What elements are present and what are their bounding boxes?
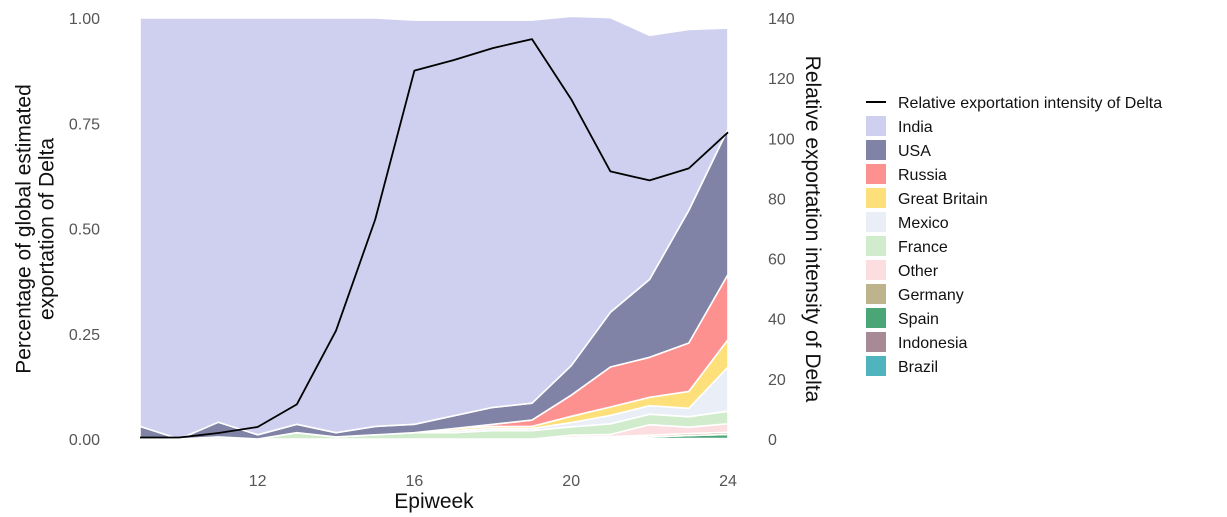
y-right-tick-label: 100 bbox=[768, 131, 795, 148]
x-tick-label: 12 bbox=[249, 473, 267, 490]
y-right-tick-label: 40 bbox=[768, 312, 786, 329]
legend-label: Mexico bbox=[898, 215, 949, 232]
y-axis-left-title: Percentage of global estimatedexportatio… bbox=[12, 84, 58, 374]
y-right-tick-label: 0 bbox=[768, 432, 777, 449]
y-left-tick-label: 0.25 bbox=[69, 327, 100, 344]
legend-key-swatch bbox=[866, 164, 886, 184]
y-left-tick-label: 0.00 bbox=[69, 432, 100, 449]
stacked-areas bbox=[139, 15, 729, 440]
y-axis-left-ticks: 0.00 0.25 0.50 0.75 1.00 bbox=[69, 11, 100, 449]
y-left-tick-label: 0.50 bbox=[69, 222, 100, 239]
legend-item-brazil: Brazil bbox=[866, 356, 938, 376]
legend-key-swatch bbox=[866, 332, 886, 352]
legend-label: Germany bbox=[898, 287, 964, 304]
x-axis-title: Epiweek bbox=[394, 490, 474, 513]
legend-label: Indonesia bbox=[898, 335, 967, 352]
legend-key-swatch bbox=[866, 188, 886, 208]
legend-item-usa: USA bbox=[866, 140, 931, 160]
legend-item-indonesia: Indonesia bbox=[866, 332, 967, 352]
legend-item-relative-exportation-intensity-of-delta: Relative exportation intensity of Delta bbox=[866, 95, 1162, 112]
y-left-tick-label: 0.75 bbox=[69, 116, 100, 133]
intensity-line bbox=[140, 38, 729, 439]
legend-key-swatch bbox=[866, 308, 886, 328]
legend-item-russia: Russia bbox=[866, 164, 947, 184]
x-tick-label: 20 bbox=[562, 473, 580, 490]
legend-label: Spain bbox=[898, 311, 939, 328]
y-left-tick-label: 1.00 bbox=[69, 11, 100, 28]
legend-item-india: India bbox=[866, 116, 933, 136]
legend-label: Brazil bbox=[898, 359, 938, 376]
x-axis-ticks: 12 16 20 24 bbox=[249, 473, 737, 490]
legend-item-germany: Germany bbox=[866, 284, 964, 304]
legend-label: Great Britain bbox=[898, 191, 988, 208]
y-axis-right-ticks: 0 20 40 60 80 100 120 140 bbox=[768, 11, 795, 449]
legend-key-swatch bbox=[866, 356, 886, 376]
y-right-tick-label: 60 bbox=[768, 252, 786, 269]
y-right-tick-label: 80 bbox=[768, 191, 786, 208]
y-right-tick-label: 120 bbox=[768, 71, 795, 88]
legend-label: France bbox=[898, 239, 948, 256]
legend: Relative exportation intensity of Delta I… bbox=[866, 95, 1162, 376]
x-tick-label: 16 bbox=[406, 473, 424, 490]
intensity-line-layer bbox=[140, 38, 729, 439]
y-right-tick-label: 20 bbox=[768, 372, 786, 389]
legend-item-spain: Spain bbox=[866, 308, 939, 328]
legend-label: Russia bbox=[898, 167, 947, 184]
legend-label: Other bbox=[898, 263, 939, 280]
legend-key-swatch bbox=[866, 116, 886, 136]
legend-item-great-britain: Great Britain bbox=[866, 188, 988, 208]
legend-item-other: Other bbox=[866, 260, 939, 280]
area-india bbox=[139, 15, 729, 440]
y-right-tick-label: 140 bbox=[768, 11, 795, 28]
legend-label: USA bbox=[898, 143, 931, 160]
legend-item-france: France bbox=[866, 236, 948, 256]
legend-key-swatch bbox=[866, 260, 886, 280]
legend-key-swatch bbox=[866, 236, 886, 256]
legend-key-swatch bbox=[866, 284, 886, 304]
legend-key-swatch bbox=[866, 140, 886, 160]
legend-label: India bbox=[898, 119, 933, 136]
legend-key-swatch bbox=[866, 212, 886, 232]
legend-item-mexico: Mexico bbox=[866, 212, 949, 232]
legend-label: Relative exportation intensity of Delta bbox=[898, 95, 1162, 112]
x-tick-label: 24 bbox=[719, 473, 737, 490]
y-axis-right-title: Relative exportation intensity of Delta bbox=[801, 56, 824, 403]
